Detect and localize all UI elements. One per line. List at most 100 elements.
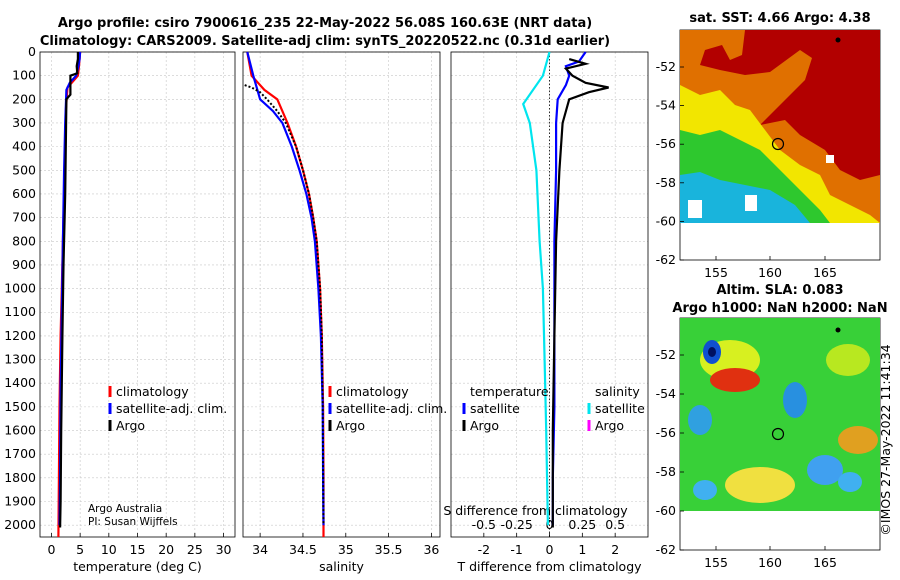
credit-org: Argo Australia: [88, 503, 162, 515]
sst-map-title: sat. SST: 4.66 Argo: 4.38: [689, 11, 870, 26]
top-tick-label: -0.25: [500, 517, 532, 532]
sla-island-marker: [835, 327, 841, 333]
depth-tick-label: 1400: [4, 375, 36, 390]
x-tick-label: 35: [338, 542, 354, 557]
x-tick-label: 34: [252, 542, 268, 557]
legend-label: satellite: [470, 401, 520, 416]
difference-panel: -2 -1 0 1 2 T difference from climatology -0.5…: [443, 51, 649, 574]
sst-missing-patch: [826, 155, 834, 163]
depth-tick-label: 1700: [4, 446, 36, 461]
sst-island-marker: [835, 37, 841, 43]
map-y-tick-label: -54: [656, 98, 676, 113]
title-line-2: Climatology: CARS2009. Satellite-adj cli…: [40, 34, 610, 49]
series-line-argo: [59, 52, 80, 528]
legend-label: climatology: [336, 384, 409, 399]
x-tick-label: 1: [578, 542, 586, 557]
map-x-tick-label: 155: [704, 555, 728, 570]
top-tick-label: 0.5: [605, 517, 625, 532]
sla-map-subtitle: Argo h1000: NaN h2000: NaN: [672, 301, 887, 316]
title-line-1: Argo profile: csiro 7900616_235 22-May-2…: [58, 16, 592, 31]
sla-low-anomaly: [783, 382, 807, 418]
x-axis-label: temperature (deg C): [73, 559, 202, 574]
series-line-t-satellite: [551, 51, 587, 526]
sst-missing-patch: [688, 200, 702, 218]
depth-tick-label: 2000: [4, 517, 36, 532]
depth-tick-label: 1500: [4, 399, 36, 414]
depth-tick-label: 0: [28, 44, 36, 59]
top-tick-label: -0.5: [472, 517, 496, 532]
sla-axes: 155 160 165 -52 -54 -56 -58 -60 -62: [656, 347, 837, 570]
map-y-tick-label: -60: [656, 213, 676, 228]
sla-high-anomaly: [710, 368, 760, 392]
legend-title-temperature: temperature: [470, 384, 549, 399]
sla-low-anomaly: [693, 480, 717, 500]
depth-tick-label: 100: [12, 68, 36, 83]
depth-tick-label: 300: [12, 115, 36, 130]
sla-low-core: [708, 347, 716, 357]
x-tick-label: 0: [546, 542, 554, 557]
x-tick-label: 5: [76, 542, 84, 557]
x-tick-label: -1: [510, 542, 522, 557]
x-tick-label: 20: [158, 542, 174, 557]
map-x-tick-label: 165: [813, 265, 837, 280]
map-y-tick-label: -60: [656, 503, 676, 518]
sst-axes: 155 160 165 -52 -54 -56 -58 -60 -62: [656, 59, 837, 280]
depth-tick-label: 800: [12, 233, 36, 248]
legend-label: Argo: [470, 418, 499, 433]
series-line-argo: [244, 84, 325, 526]
sla-argo-position-marker: [771, 427, 785, 441]
top-tick-label: 0.25: [568, 517, 596, 532]
series-line-satellite-adj-clim-: [246, 51, 325, 526]
map-y-tick-label: -52: [656, 59, 676, 74]
legend-label: climatology: [116, 384, 189, 399]
depth-tick-label: 500: [12, 162, 36, 177]
x-tick-label: -2: [478, 542, 490, 557]
map-y-tick-label: -52: [656, 347, 676, 362]
series-line-climatology: [246, 51, 325, 537]
salinity-panel: 34 34.5 35 35.5 36 salinity climatology satelli…: [242, 51, 447, 574]
map-x-tick-label: 160: [758, 555, 782, 570]
map-y-tick-label: -56: [656, 136, 676, 151]
depth-tick-label: 1900: [4, 494, 36, 509]
depth-tick-label: 1100: [4, 304, 36, 319]
map-y-tick-label: -58: [656, 175, 676, 190]
sla-anomaly: [725, 467, 795, 503]
credit-pi: PI: Susan Wijffels: [88, 516, 178, 528]
legend-label: Argo: [116, 418, 145, 433]
legend-label: satellite-adj. clim.: [336, 401, 447, 416]
map-y-tick-label: -54: [656, 386, 676, 401]
depth-tick-label: 600: [12, 186, 36, 201]
sla-low-anomaly: [807, 455, 843, 485]
depth-tick-label: 1600: [4, 423, 36, 438]
imos-watermark: ©IMOS 27-May-2022 11:41:34: [878, 344, 893, 535]
x-tick-label: 0: [47, 542, 55, 557]
depth-tick-label: 1800: [4, 470, 36, 485]
sst-map: 155 160 165 -52 -54 -56 -58 -60 -62: [656, 29, 881, 280]
series-line-t-argo: [551, 58, 609, 528]
temperature-panel: 0 5 10 15 20 25 30 temperature (deg C) 0 100 200 30…: [4, 44, 236, 574]
sla-anomaly: [826, 344, 870, 376]
legend-label: satellite: [595, 401, 645, 416]
depth-tick-label: 1200: [4, 328, 36, 343]
map-y-tick-label: -62: [656, 252, 676, 267]
legend-label: satellite-adj. clim.: [116, 401, 227, 416]
sst-argo-position-marker: [771, 137, 785, 151]
x-axis-label: salinity: [319, 559, 364, 574]
sla-map-title: Altim. SLA: 0.083: [717, 283, 844, 298]
series-line-s-satellite: [521, 51, 551, 526]
sst-missing-patch: [745, 195, 757, 211]
x-tick-label: 30: [216, 542, 232, 557]
x-tick-label: 25: [187, 542, 203, 557]
x-tick-label: 10: [101, 542, 117, 557]
sla-high-anomaly: [838, 426, 878, 454]
depth-tick-label: 1000: [4, 281, 36, 296]
depth-tick-label: 400: [12, 139, 36, 154]
map-y-tick-label: -62: [656, 542, 676, 557]
map-y-tick-label: -58: [656, 464, 676, 479]
depth-tick-label: 700: [12, 210, 36, 225]
x-tick-label: 34.5: [289, 542, 317, 557]
top-axis-label: S difference from climatology: [443, 503, 628, 518]
map-x-tick-label: 160: [758, 265, 782, 280]
x-tick-label: 15: [130, 542, 146, 557]
x-axis-label: T difference from climatology: [456, 559, 642, 574]
